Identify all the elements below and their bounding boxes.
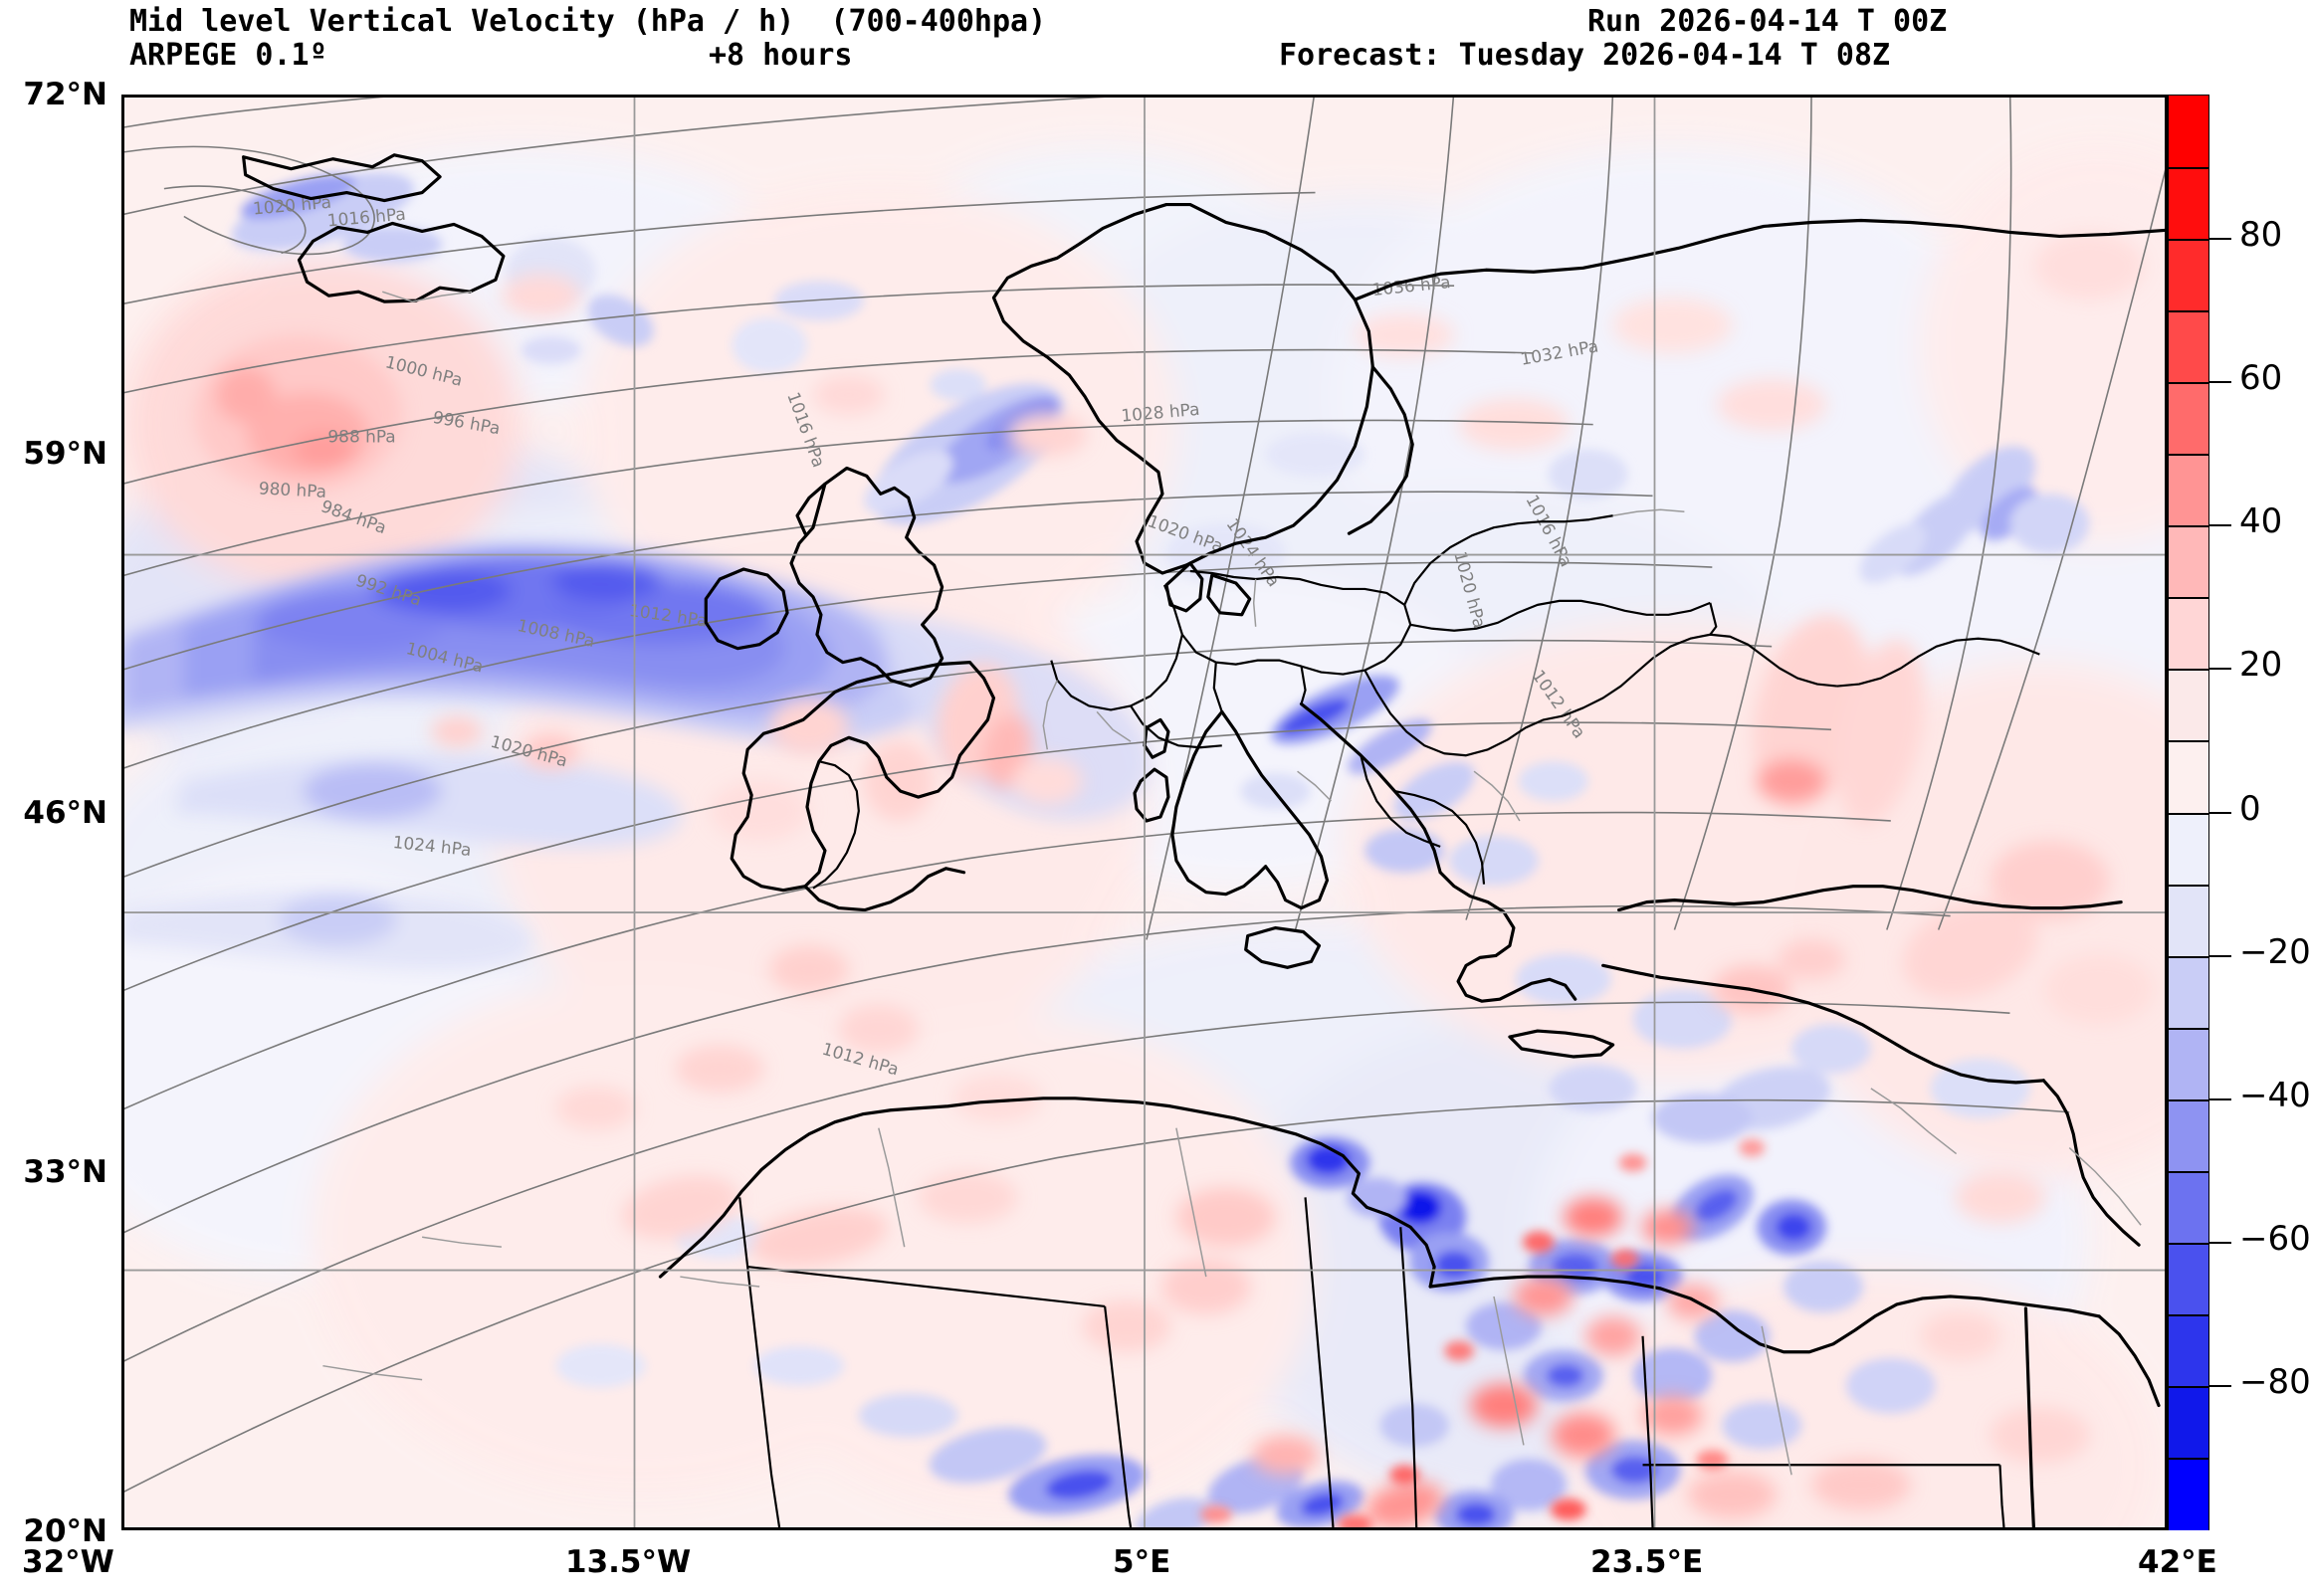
forecast-timestamp: Forecast: Tuesday 2026-04-14 T 08Z xyxy=(1279,38,1891,73)
colorbar-band xyxy=(2169,167,2208,240)
colorbar-band-divider xyxy=(2169,955,2208,958)
colorbar-band-divider xyxy=(2169,597,2208,600)
colorbar-band xyxy=(2169,669,2208,742)
isobar-label: 988 hPa xyxy=(327,427,395,447)
chart-header: Mid level Vertical Velocity (hPa / h) (7… xyxy=(0,0,2309,73)
colorbar-tick xyxy=(2209,1384,2231,1387)
colorbar-tick xyxy=(2209,1097,2231,1100)
colorbar xyxy=(2168,95,2209,1530)
colorbar-tick xyxy=(2209,381,2231,384)
colorbar-band xyxy=(2169,1098,2208,1172)
colorbar-band xyxy=(2169,1027,2208,1100)
colorbar-band-divider xyxy=(2169,310,2208,313)
colorbar-band xyxy=(2169,955,2208,1029)
colorbar-band xyxy=(2169,1385,2208,1459)
colorbar-band-divider xyxy=(2169,1098,2208,1101)
lon-tick-label: 13.5°W xyxy=(565,1544,692,1580)
colorbar-band-divider xyxy=(2169,382,2208,385)
colorbar-band xyxy=(2169,1170,2208,1244)
colorbar-band-divider xyxy=(2169,812,2208,815)
colorbar-tick xyxy=(2209,1241,2231,1244)
lead-time: +8 hours xyxy=(709,38,853,73)
colorbar-band xyxy=(2169,239,2208,311)
colorbar-tick-label: −80 xyxy=(2239,1361,2309,1402)
colorbar-tick xyxy=(2209,524,2231,527)
map-plot-area: 1020 hPa 1016 hPa 1000 hPa 996 hPa 988 hPa 98… xyxy=(121,95,2168,1530)
colorbar-band-divider xyxy=(2169,525,2208,528)
lat-tick-label: 46°N xyxy=(23,795,107,831)
colorbar-tick-label: 0 xyxy=(2239,788,2261,829)
colorbar-band xyxy=(2169,1313,2208,1387)
lat-tick-label: 33°N xyxy=(23,1154,107,1190)
colorbar-band-divider xyxy=(2169,1242,2208,1245)
colorbar-tick-label: −60 xyxy=(2239,1218,2309,1259)
colorbar-band-divider xyxy=(2169,167,2208,170)
colorbar-tick-label: 60 xyxy=(2239,358,2283,399)
isobar-label: 980 hPa xyxy=(258,478,326,501)
colorbar-band-divider xyxy=(2169,669,2208,672)
colorbar-band-divider xyxy=(2169,884,2208,887)
lon-tick-label: 32°W xyxy=(22,1544,114,1580)
colorbar-band xyxy=(2169,884,2208,957)
colorbar-tick xyxy=(2209,811,2231,814)
colorbar-band xyxy=(2169,740,2208,814)
lon-tick-label: 23.5°E xyxy=(1590,1544,1704,1580)
colorbar-band xyxy=(2169,812,2208,886)
run-timestamp: Run 2026-04-14 T 00Z xyxy=(1587,4,1948,39)
colorbar-band-divider xyxy=(2169,239,2208,242)
lat-tick-label: 72°N xyxy=(23,77,107,112)
colorbar-band-divider xyxy=(2169,454,2208,457)
colorbar-tick xyxy=(2209,238,2231,241)
colorbar-tick xyxy=(2209,668,2231,671)
chart-title: Mid level Vertical Velocity (hPa / h) (7… xyxy=(129,4,1047,39)
colorbar-tick-label: 40 xyxy=(2239,501,2283,542)
lon-tick-label: 5°E xyxy=(1113,1544,1171,1580)
colorbar-band-divider xyxy=(2169,1170,2208,1173)
colorbar-band-divider xyxy=(2169,1457,2208,1460)
map-canvas: 1020 hPa 1016 hPa 1000 hPa 996 hPa 988 hPa 98… xyxy=(124,98,2165,1527)
colorbar-tick xyxy=(2209,954,2231,957)
colorbar-band-divider xyxy=(2169,1313,2208,1316)
colorbar-band xyxy=(2169,454,2208,526)
model-name: ARPEGE 0.1º xyxy=(129,38,327,73)
colorbar-band-divider xyxy=(2169,1027,2208,1030)
colorbar-band xyxy=(2169,525,2208,598)
colorbar-band xyxy=(2169,310,2208,383)
colorbar-tick-label: 80 xyxy=(2239,215,2283,256)
colorbar-tick-label: −20 xyxy=(2239,931,2309,972)
colorbar-band xyxy=(2169,597,2208,670)
colorbar-band xyxy=(2169,382,2208,455)
colorbar-tick-label: 20 xyxy=(2239,645,2283,686)
colorbar-band xyxy=(2169,1242,2208,1315)
colorbar-band xyxy=(2169,1457,2208,1530)
lon-tick-label: 42°E xyxy=(2138,1544,2217,1580)
colorbar-tick-label: −40 xyxy=(2239,1075,2309,1115)
colorbar-band xyxy=(2169,96,2208,168)
colorbar-band-divider xyxy=(2169,740,2208,743)
lat-tick-label: 59°N xyxy=(23,436,107,472)
lat-tick-label: 20°N xyxy=(23,1513,107,1549)
colorbar-band-divider xyxy=(2169,1385,2208,1388)
